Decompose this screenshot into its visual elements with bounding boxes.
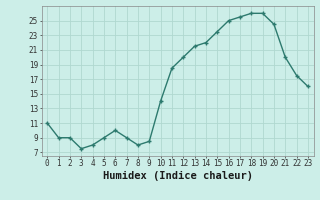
X-axis label: Humidex (Indice chaleur): Humidex (Indice chaleur) — [103, 171, 252, 181]
